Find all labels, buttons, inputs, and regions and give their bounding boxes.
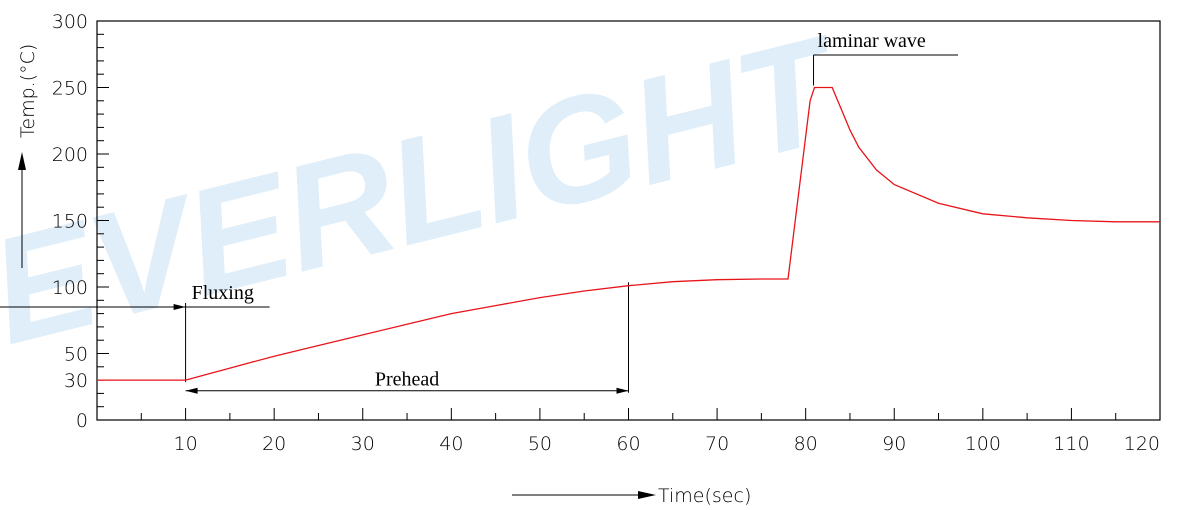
x-tick-label: 90	[882, 433, 906, 455]
annotations: Fluxing Prehead laminar wave	[0, 30, 958, 394]
y-axis-title-arrowhead	[18, 152, 26, 170]
y-tick-label: 100	[52, 277, 88, 299]
y-tick-label: 250	[52, 78, 88, 100]
x-tick-label: 50	[528, 433, 552, 455]
dimension-arrowhead	[185, 387, 198, 394]
x-tick-label: 40	[439, 433, 463, 455]
dimension-arrowhead	[173, 303, 186, 310]
dimension-arrowhead	[616, 387, 629, 394]
x-tick-label: 20	[262, 433, 286, 455]
prehead-label: Prehead	[375, 369, 439, 391]
y-tick-label: 300	[52, 11, 88, 33]
watermark: EVERLIGHT	[0, 3, 860, 376]
y-tick-label: 0	[76, 410, 88, 432]
x-tick-label: 60	[616, 433, 640, 455]
x-axis-title-arrowhead	[638, 491, 656, 499]
fluxing-label: Fluxing	[192, 282, 254, 304]
x-tick-label: 100	[965, 433, 1001, 455]
y-axis-ticks: 0 30 50 100 150 200 250 300	[52, 11, 109, 432]
y-tick-label: 150	[52, 211, 88, 233]
y-tick-label: 30	[64, 370, 88, 392]
x-tick-label: 120	[1124, 433, 1160, 455]
x-axis-title: Time(sec)	[658, 485, 751, 507]
x-tick-label: 70	[705, 433, 729, 455]
y-axis-title: Temp.(°C)	[17, 44, 39, 138]
x-tick-label: 30	[351, 433, 375, 455]
x-axis-ticks: 10 20 30 40 50 60 70 80 90 100 110 120	[140, 408, 1160, 455]
y-axis-title-group: Temp.(°C)	[17, 44, 39, 268]
x-tick-label: 110	[1053, 433, 1089, 455]
laminar-wave-label: laminar wave	[818, 30, 926, 52]
y-tick-label: 50	[64, 344, 88, 366]
temperature-curve	[97, 86, 1160, 381]
y-tick-label: 200	[52, 144, 88, 166]
x-axis-title-group: Time(sec)	[512, 485, 751, 507]
x-tick-label: 80	[794, 433, 818, 455]
x-tick-label: 10	[173, 433, 197, 455]
